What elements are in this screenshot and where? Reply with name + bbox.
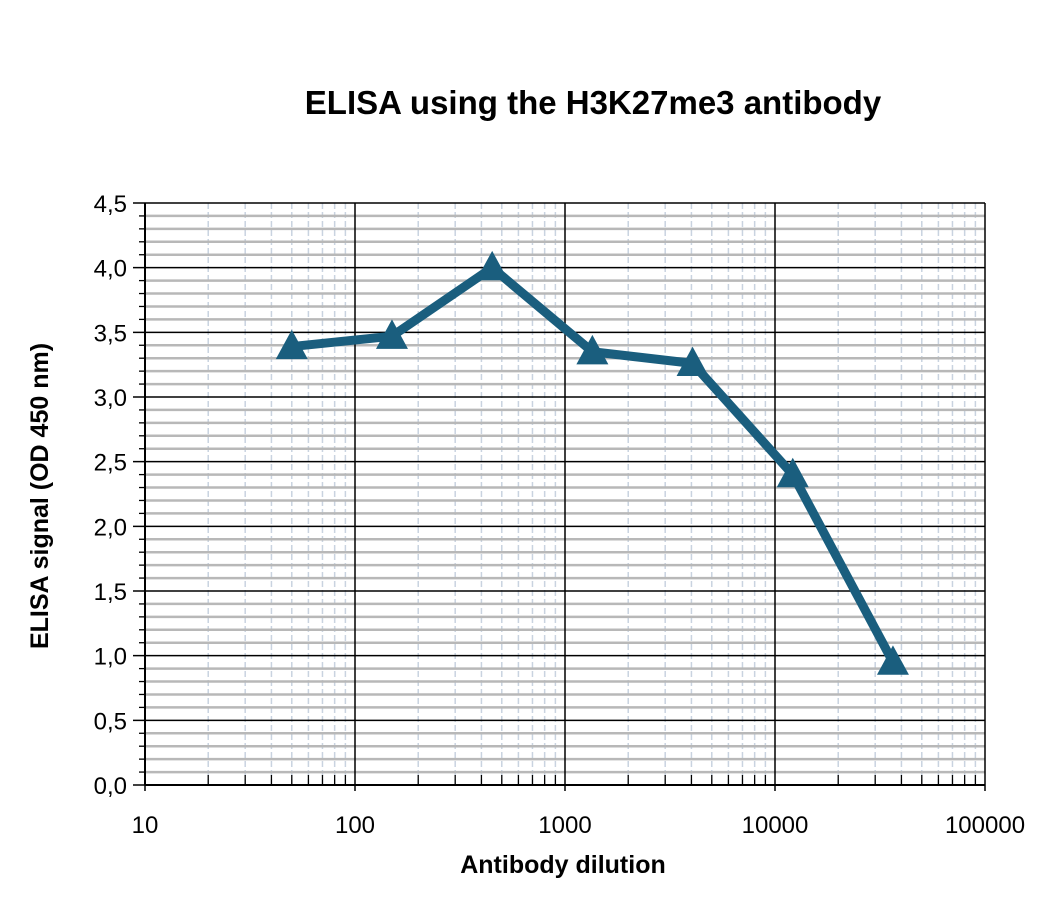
- y-tick-label: 0,5: [94, 708, 127, 735]
- triangle-marker: [275, 329, 308, 360]
- x-tick-label: 1000: [538, 812, 591, 839]
- x-axis-ticks: 10 100 1000 10000 100000: [132, 812, 1025, 839]
- y-tick-label: 1,5: [94, 579, 127, 606]
- major-gridlines: [133, 202, 986, 791]
- triangle-marker: [576, 334, 609, 365]
- y-tick-label: 1,0: [94, 644, 127, 671]
- axes: [139, 203, 985, 786]
- triangle-marker: [876, 645, 909, 675]
- x-tick-label: 10: [132, 812, 159, 839]
- y-tick-label: 3,5: [94, 320, 127, 347]
- x-tick-label: 100000: [945, 812, 1025, 839]
- y-tick-label: 0,0: [94, 773, 127, 800]
- y-tick-label: 3,0: [94, 385, 127, 412]
- triangle-marker: [676, 346, 709, 376]
- y-axis-ticks: 0,0 0,5 1,0 1,5 2,0 2,5 3,0 3,5 4,0 4,5: [94, 191, 127, 800]
- chart-title: ELISA using the H3K27me3 antibody: [304, 84, 882, 121]
- y-axis-label: ELISA signal (OD 450 nm): [26, 343, 54, 649]
- y-tick-label: 2,0: [94, 514, 127, 541]
- x-tick-label: 100: [335, 812, 375, 839]
- minor-gridlines: [145, 203, 985, 785]
- y-tick-label: 4,0: [94, 256, 127, 283]
- x-axis-label: Antibody dilution: [460, 851, 666, 879]
- y-tick-label: 2,5: [94, 450, 127, 477]
- triangle-marker: [476, 250, 509, 281]
- triangle-marker: [776, 457, 809, 488]
- y-tick-label: 4,5: [94, 191, 127, 218]
- data-series: [275, 250, 909, 675]
- x-tick-label: 10000: [742, 812, 809, 839]
- triangle-marker: [375, 319, 408, 349]
